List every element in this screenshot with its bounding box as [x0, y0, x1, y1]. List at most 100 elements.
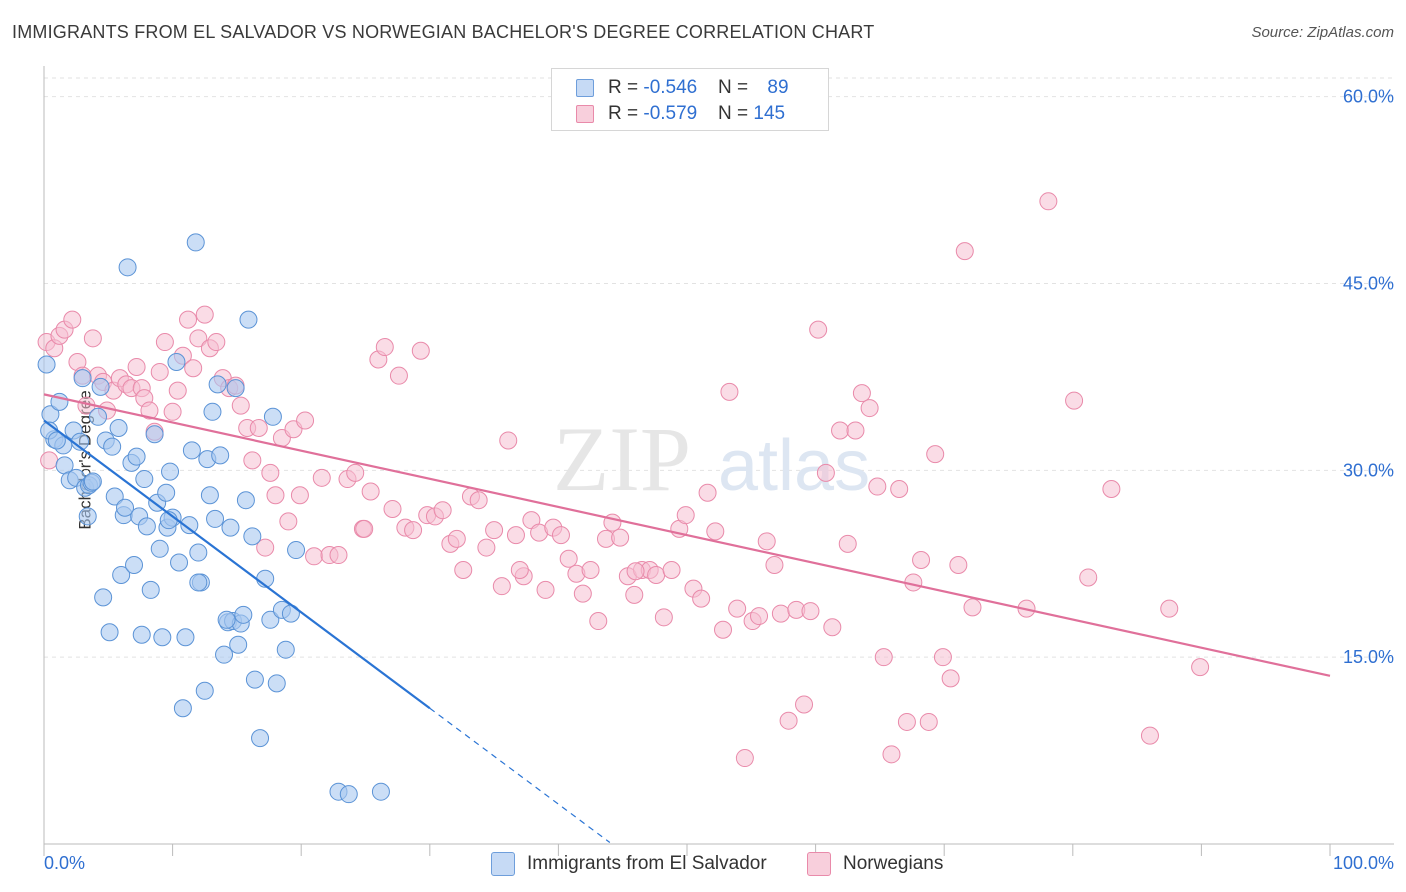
y-tick-label-30: 30.0% [1343, 460, 1394, 480]
y-tick-label-60: 60.0% [1343, 87, 1394, 107]
trend-lines [43, 393, 1331, 843]
legend-row-norwegians: R = -0.579 N = 145 [576, 103, 798, 125]
norwegians-point [801, 602, 820, 621]
legend-r-value-1: -0.546 [643, 77, 698, 98]
norwegians-point [941, 669, 960, 688]
y-tick-labels: 15.0% 30.0% 45.0% 60.0% [1343, 87, 1394, 667]
norwegians-point [184, 359, 203, 378]
norwegians-point [831, 421, 850, 440]
el-salvador-point [371, 782, 390, 801]
chart-title: IMMIGRANTS FROM EL SALVADOR VS NORWEGIAN… [12, 22, 875, 42]
bottom-legend-label-el-salvador: Immigrants from El Salvador [527, 853, 767, 874]
norwegians-point [912, 551, 931, 570]
el-salvador-point [186, 233, 205, 252]
el-salvador-point [109, 418, 128, 437]
norwegians-point [140, 401, 159, 420]
el-salvador-point [112, 565, 131, 584]
el-salvador-point [234, 605, 253, 624]
el-salvador-point [339, 785, 358, 804]
norwegians-point [411, 341, 430, 360]
norwegians-point [963, 598, 982, 617]
norwegians-point [168, 381, 187, 400]
legend-n-value-2: 145 [753, 103, 786, 124]
el-salvador-point [217, 610, 236, 629]
x-tick-label-max: 100.0% [1333, 853, 1394, 873]
norwegians-point [626, 562, 645, 581]
el-salvador-point [170, 553, 189, 572]
el-salvador-trend-extension [429, 707, 611, 843]
norwegians-point [506, 526, 525, 545]
norwegians-point [676, 506, 695, 525]
el-salvador-point [203, 402, 222, 421]
norwegians-point [499, 431, 518, 450]
legend-row-el-salvador: R = -0.546 N = 89 [576, 77, 798, 99]
norwegians-point [735, 749, 754, 768]
el-salvador-point [180, 516, 199, 535]
norwegians-point [890, 480, 909, 499]
norwegians-point [625, 585, 644, 604]
norwegians-point [1079, 568, 1098, 587]
norwegians-point [163, 402, 182, 421]
el-salvador-point [47, 431, 66, 450]
norwegians-trend-line [43, 393, 1331, 677]
legend-box: R = -0.546 N = 89 R = -0.579 N = 145 [551, 68, 829, 131]
legend-r-el-salvador: R = -0.546 [608, 77, 718, 99]
norwegians-point [573, 584, 592, 603]
el-salvador-point [176, 628, 195, 647]
norwegians-point [40, 451, 59, 470]
el-salvador-point [263, 407, 282, 426]
el-salvador-point [103, 437, 122, 456]
legend-n-label-2: N = [718, 103, 754, 124]
norwegians-point [852, 384, 871, 403]
norwegians-point [312, 468, 331, 487]
legend-n-norwegians: N = 145 [718, 103, 798, 125]
norwegians-point [698, 483, 717, 502]
el-salvador-point [261, 610, 280, 629]
norwegians-point [383, 499, 402, 518]
norwegians-point [926, 445, 945, 464]
norwegians-point [860, 399, 879, 418]
norwegians-point [662, 560, 681, 579]
el-salvador-point [132, 625, 151, 644]
el-salvador-trend-line [43, 419, 431, 710]
norwegians-point [823, 618, 842, 637]
y-tick-label-45: 45.0% [1343, 274, 1394, 294]
norwegians-point [647, 565, 666, 584]
norwegians-point [266, 486, 285, 505]
norwegians-point [261, 463, 280, 482]
source-label: Source: ZipAtlas.com [1251, 24, 1394, 41]
norwegians-point [477, 538, 496, 557]
el-salvador-point [78, 507, 97, 526]
norwegians-point [771, 604, 790, 623]
norwegians-point [714, 620, 733, 639]
el-salvador-point [141, 580, 160, 599]
legend-r-value-2: -0.579 [643, 103, 698, 124]
el-salvador-point [94, 588, 113, 607]
norwegians-point [750, 607, 769, 626]
bottom-legend-el-salvador: Immigrants from El Salvador [491, 852, 767, 876]
norwegians-point [256, 538, 275, 557]
norwegians-point [346, 463, 365, 482]
norwegians-point [874, 648, 893, 667]
el-salvador-point [189, 573, 208, 592]
norwegians-point [492, 577, 511, 596]
watermark-zip: ZIP [553, 408, 691, 510]
norwegians-point [389, 366, 408, 385]
el-salvador-point [211, 446, 230, 465]
norwegians-point [189, 329, 208, 348]
norwegians-point [279, 512, 298, 531]
el-salvador-point [150, 539, 169, 558]
norwegians-point [933, 648, 952, 667]
norwegians-point [179, 310, 198, 329]
legend-n-value-1: 89 [767, 77, 789, 98]
bottom-legend-norwegians: Norwegians [807, 852, 943, 876]
norwegians-point [243, 451, 262, 470]
watermark-atlas: atlas [718, 426, 870, 506]
norwegians-point [919, 712, 938, 731]
el-salvador-point [105, 487, 124, 506]
legend-r-label-1: R = [608, 77, 644, 98]
x-tick-label-min: 0.0% [44, 853, 85, 873]
legend-n-el-salvador: N = 89 [718, 77, 798, 99]
el-salvador-point [182, 441, 201, 460]
norwegians-point [816, 463, 835, 482]
